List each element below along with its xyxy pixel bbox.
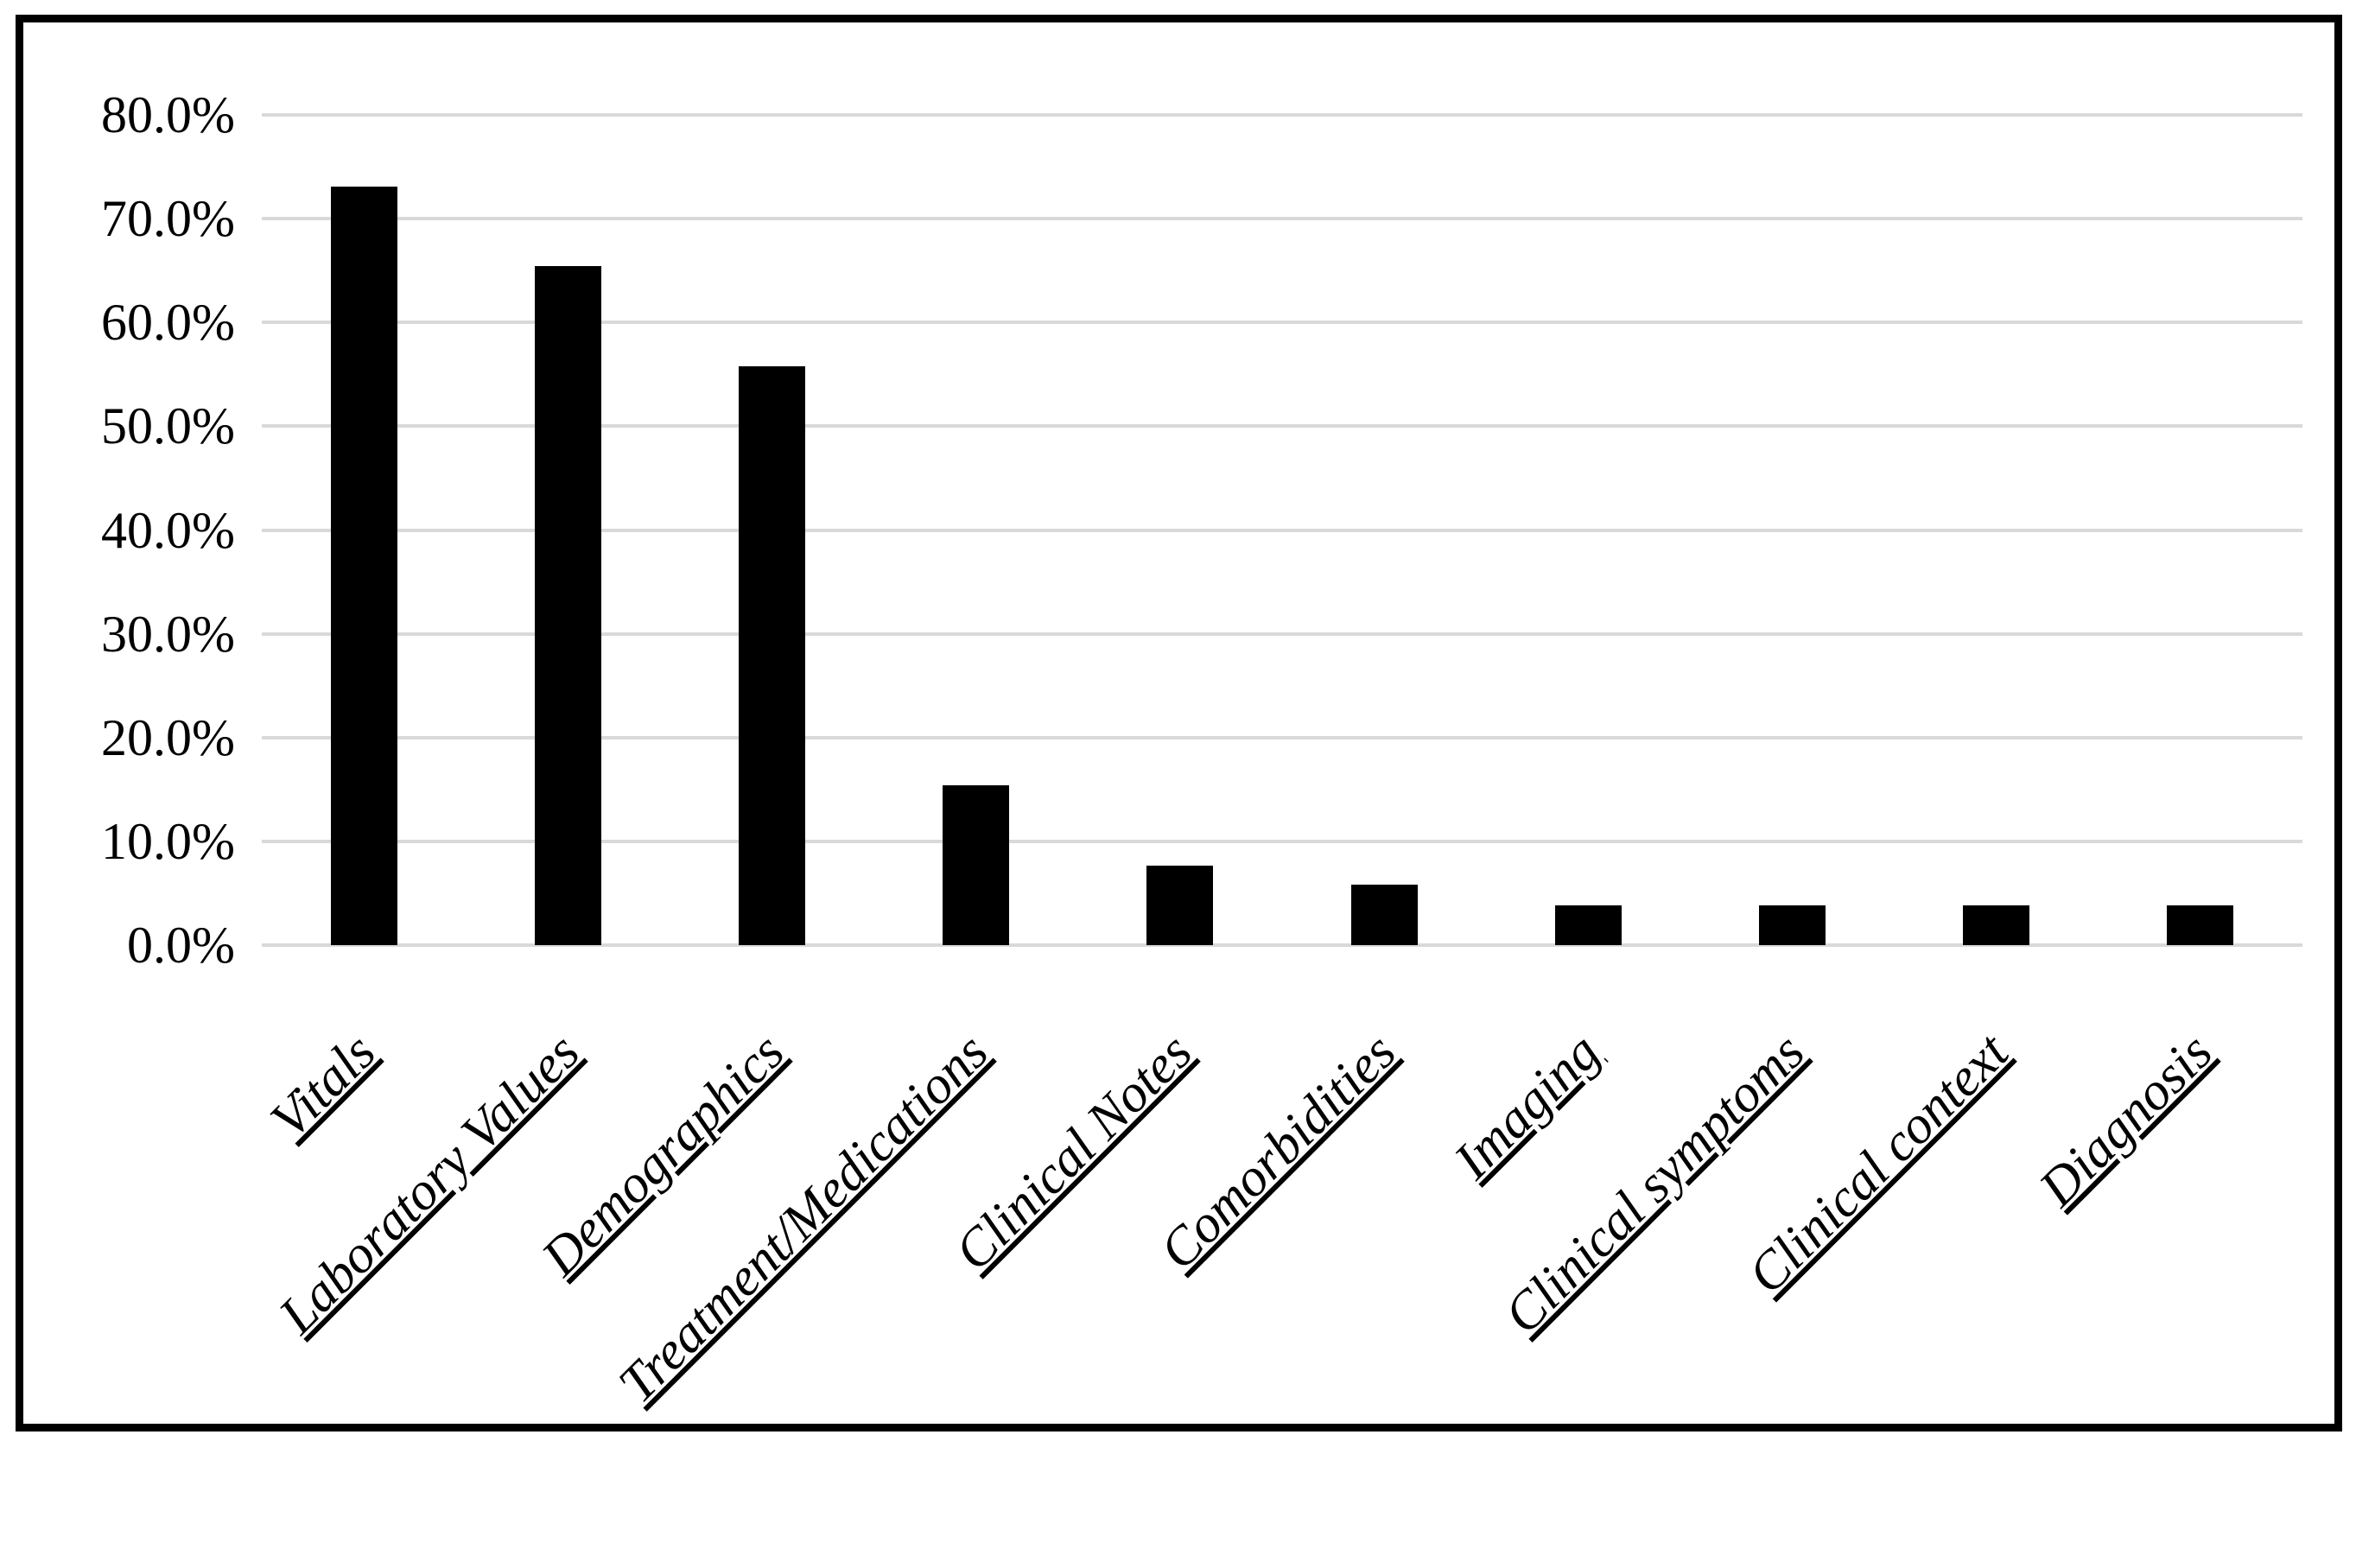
y-tick-label: 0.0% — [127, 917, 235, 974]
y-gridline — [262, 424, 2302, 429]
bar-clinical-notes — [1146, 865, 1214, 945]
y-gridline — [262, 217, 2302, 221]
y-gridline — [262, 321, 2302, 325]
y-tick-label: 70.0% — [101, 190, 235, 248]
y-tick-label: 50.0% — [101, 397, 235, 455]
y-tick-label: 40.0% — [101, 501, 235, 559]
y-gridline — [262, 735, 2302, 740]
bar-clinical-symptoms — [1759, 905, 1826, 945]
bar-diagnosis — [2167, 905, 2234, 945]
bar-comorbidities — [1350, 885, 1418, 945]
y-tick-label: 20.0% — [101, 708, 235, 766]
plot-area — [262, 113, 2302, 947]
chart-frame: 80.0% 70.0% 60.0% 50.0% 40.0% 30.0% 20.0% 10.0%… — [16, 15, 2342, 1432]
bar-demographics — [739, 365, 805, 945]
figure-canvas: { "chart_data": { "type": "bar", "title"… — [16, 15, 2342, 1432]
bar-clinical-context — [1963, 905, 2030, 945]
bar-imaging — [1554, 905, 1622, 945]
y-gridline — [262, 113, 2302, 117]
y-tick-label: 10.0% — [101, 812, 235, 870]
y-tick-label: 80.0% — [101, 86, 235, 143]
bar-vitals — [330, 186, 397, 945]
bar-treatment-medications — [943, 785, 1010, 945]
y-tick-label: 60.0% — [101, 294, 235, 352]
y-tick-label: 30.0% — [101, 605, 235, 663]
y-gridline — [262, 528, 2302, 532]
y-gridline — [262, 943, 2302, 947]
y-gridline — [262, 632, 2302, 636]
y-gridline — [262, 839, 2302, 843]
bar-laboratory-values — [534, 266, 601, 945]
